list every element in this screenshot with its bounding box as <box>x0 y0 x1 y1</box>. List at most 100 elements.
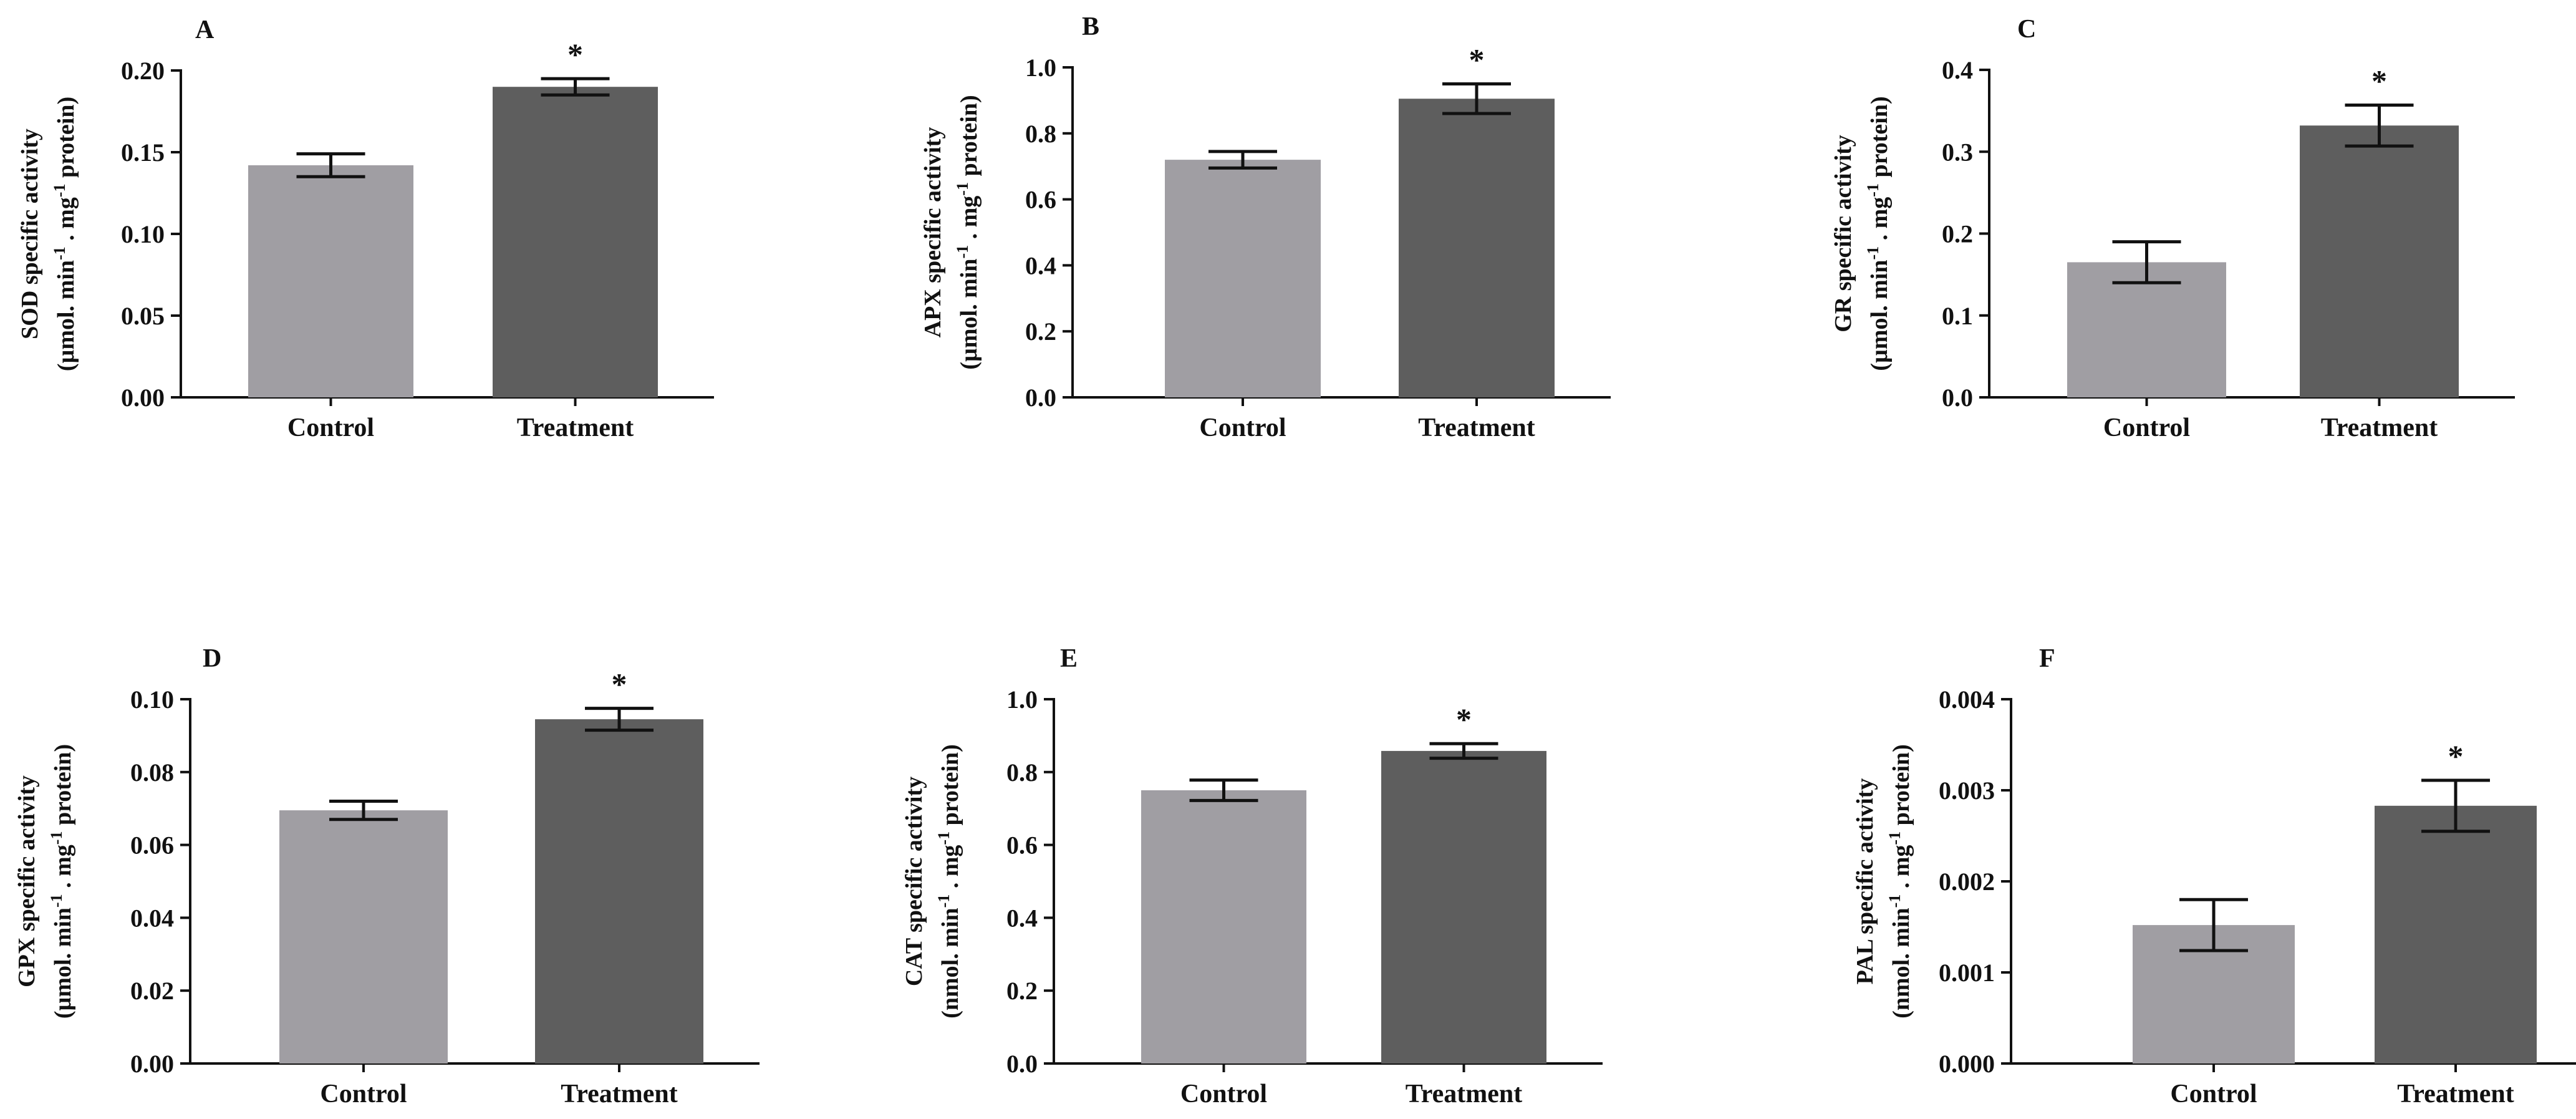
x-tick-label: Treatment <box>1418 414 1535 442</box>
panel-letter: F <box>2039 644 2055 673</box>
x-tick-label: Control <box>287 414 374 442</box>
panel-letter: B <box>1082 12 1099 41</box>
y-tick-label: 0.10 <box>130 685 174 714</box>
unit-text: (nmol. min <box>937 908 963 1018</box>
unit-superscript: -1 <box>51 246 69 260</box>
y-axis-unit-label: (µmol. min-1 . mg-1 protein) <box>1864 96 1893 371</box>
x-tick-label: Treatment <box>561 1080 677 1108</box>
bar-control <box>1165 160 1321 397</box>
unit-superscript: -1 <box>47 894 65 908</box>
y-tick-label: 1.0 <box>1025 54 1056 82</box>
significance-marker: * <box>2371 63 2387 98</box>
bar-control <box>1141 790 1306 1063</box>
y-tick-label: 0.20 <box>121 57 165 85</box>
unit-superscript: -1 <box>1886 831 1904 845</box>
unit-superscript: -1 <box>935 831 953 845</box>
x-tick-label: Treatment <box>2321 414 2438 442</box>
y-axis-label: PAL specific activity <box>1852 778 1878 985</box>
chart-panel-e: E 0.0 0.2 0.4 0.6 0.8 1.0 Control Treatment * CAT … <box>901 644 1603 1108</box>
unit-text: . mg <box>956 196 982 245</box>
significance-marker: * <box>2448 739 2464 773</box>
bar-treatment <box>1381 750 1546 1063</box>
unit-superscript: -1 <box>1886 894 1904 908</box>
unit-text: protein) <box>50 744 76 831</box>
bar-control <box>279 810 448 1063</box>
significance-marker: * <box>567 37 583 72</box>
unit-text: protein) <box>937 744 963 831</box>
y-tick-label: 0.4 <box>1025 251 1056 279</box>
chart-panel-d: D 0.00 0.02 0.04 0.06 0.08 0.10 Control Treatmen… <box>14 644 760 1108</box>
unit-text: protein) <box>1866 96 1893 183</box>
panel-letter: A <box>195 16 215 44</box>
unit-text: (µmol. min <box>53 260 79 371</box>
x-tick-label: Treatment <box>517 414 634 442</box>
x-tick-label: Treatment <box>2397 1080 2514 1108</box>
x-tick-label: Control <box>2103 414 2190 442</box>
y-tick-label: 0.0 <box>1942 384 1973 412</box>
bar-control <box>248 165 413 397</box>
y-tick-label: 0.6 <box>1006 831 1038 860</box>
y-axis-label: SOD specific activity <box>17 128 43 339</box>
y-axis-label: CAT specific activity <box>901 777 927 986</box>
y-tick-label: 0.05 <box>121 302 165 330</box>
panel-letter: D <box>203 644 221 673</box>
bar-control <box>2067 262 2226 397</box>
y-tick-label: 0.04 <box>130 904 174 932</box>
y-axis-unit-label: (µmol. min-1 . mg-1 protein) <box>51 97 79 371</box>
y-tick-label: 0.002 <box>1939 868 1995 896</box>
y-axis-unit-label: (nmol. min-1 . mg-1 protein) <box>935 744 963 1019</box>
y-tick-label: 0.2 <box>1006 977 1038 1005</box>
chart-panel-a: A 0.00 0.05 0.10 0.15 0.20 Control Treatment * SO… <box>17 16 714 442</box>
x-tick-label: Control <box>1199 414 1286 442</box>
y-tick-label: 0.08 <box>130 758 174 787</box>
y-tick-label: 0.3 <box>1942 138 1973 166</box>
unit-superscript: -1 <box>953 245 972 259</box>
y-tick-label: 0.003 <box>1939 777 1995 805</box>
y-tick-label: 0.8 <box>1025 120 1056 148</box>
x-tick-label: Control <box>320 1080 407 1108</box>
unit-text: . mg <box>53 197 79 246</box>
unit-text: protein) <box>53 97 79 184</box>
bar-treatment <box>493 87 658 397</box>
y-tick-label: 0.10 <box>121 220 165 248</box>
unit-text: protein) <box>956 95 982 182</box>
unit-text: protein) <box>1888 744 1914 831</box>
unit-superscript: -1 <box>47 831 65 845</box>
x-tick-label: Control <box>1180 1080 1267 1108</box>
unit-superscript: -1 <box>1864 183 1882 197</box>
unit-text: . mg <box>50 845 76 894</box>
unit-superscript: -1 <box>51 184 69 198</box>
bar-treatment <box>1399 99 1555 397</box>
x-tick-label: Treatment <box>1406 1080 1522 1108</box>
panel-letter: C <box>2017 15 2036 44</box>
y-tick-label: 0.1 <box>1942 302 1973 330</box>
y-tick-label: 0.4 <box>1942 56 1973 84</box>
y-tick-label: 0.15 <box>121 138 165 167</box>
y-tick-label: 0.000 <box>1939 1050 1995 1078</box>
unit-text: . mg <box>937 845 963 894</box>
y-tick-label: 0.0 <box>1006 1050 1038 1078</box>
y-tick-label: 0.00 <box>130 1050 174 1078</box>
y-axis-label: APX specific activity <box>920 127 946 338</box>
chart-panel-c: C 0.0 0.1 0.2 0.3 0.4 Control Treatment * GR spec… <box>1830 15 2515 442</box>
unit-superscript: -1 <box>953 182 972 196</box>
y-tick-label: 0.2 <box>1025 317 1056 346</box>
y-tick-label: 0.4 <box>1006 904 1038 932</box>
y-axis-label: GR specific activity <box>1830 135 1856 332</box>
y-tick-label: 0.001 <box>1939 959 1995 987</box>
significance-marker: * <box>612 667 627 702</box>
unit-text: . mg <box>1888 845 1914 894</box>
y-tick-label: 0.06 <box>130 831 174 860</box>
y-tick-label: 0.2 <box>1942 220 1973 248</box>
chart-panel-f: F 0.000 0.001 0.002 0.003 0.004 Control Treatme… <box>1852 644 2576 1108</box>
y-axis-unit-label: (nmol. min-1 . mg-1 protein) <box>1886 744 1914 1019</box>
unit-superscript: -1 <box>935 894 953 908</box>
unit-text: (µmol. min <box>50 908 76 1019</box>
y-axis-unit-label: (µmol. min-1 . mg-1 protein) <box>953 95 982 369</box>
y-tick-label: 1.0 <box>1006 685 1038 714</box>
chart-panel-b: B 0.0 0.2 0.4 0.6 0.8 1.0 Control Treatment * APX … <box>920 12 1611 442</box>
unit-superscript: -1 <box>1864 246 1882 260</box>
unit-text: . mg <box>1866 197 1893 246</box>
unit-text: (nmol. min <box>1888 908 1914 1018</box>
